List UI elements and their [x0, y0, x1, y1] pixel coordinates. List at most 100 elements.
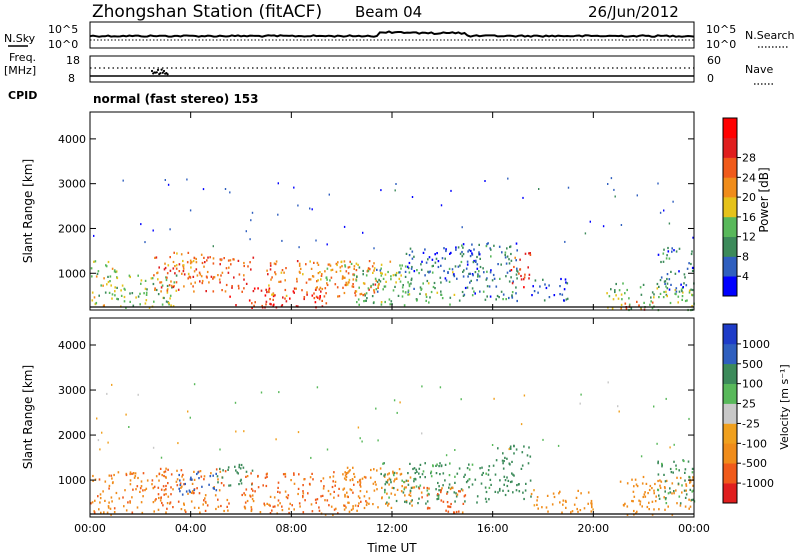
range-cell: [505, 275, 507, 278]
range-cell: [116, 286, 118, 289]
range-cell: [362, 282, 365, 285]
range-cell: [314, 288, 317, 291]
range-cell: [621, 298, 623, 301]
range-cell: [269, 298, 271, 301]
range-cell: [232, 258, 234, 261]
range-cell: [129, 483, 132, 486]
range-cell: [172, 506, 174, 509]
nave-tick-top: 60: [707, 54, 721, 67]
range-cell: [152, 446, 155, 449]
range-cell: [679, 504, 682, 507]
range-cell: [113, 507, 116, 510]
range-cell: [94, 302, 97, 306]
range-cell: [268, 287, 271, 290]
range-cell: [431, 271, 434, 274]
range-cell: [459, 264, 461, 267]
range-cell: [261, 304, 263, 308]
colorbar-tick-label: 100: [742, 378, 763, 391]
range-cell: [409, 491, 412, 494]
range-cell: [442, 472, 445, 475]
range-cell: [93, 234, 95, 237]
range-cell: [293, 482, 296, 485]
range-cell: [681, 295, 684, 298]
range-cell: [377, 506, 379, 509]
range-cell: [298, 473, 300, 476]
range-cell: [624, 292, 626, 295]
range-cell: [426, 494, 429, 497]
range-cell: [485, 278, 488, 281]
range-cell: [95, 301, 98, 305]
range-cell: [657, 462, 659, 465]
range-cell: [166, 507, 168, 510]
range-cell: [502, 462, 504, 465]
range-cell: [104, 480, 107, 483]
range-cell: [245, 488, 248, 491]
range-cell: [675, 250, 678, 253]
range-cell: [268, 290, 270, 294]
range-cell: [420, 491, 423, 494]
freq-panel: Freq. [MHz] 18 8 60 0 Nave: [4, 51, 774, 85]
range-cell: [377, 283, 380, 287]
range-cell: [352, 491, 354, 494]
range-cell: [163, 489, 166, 492]
range-cell: [279, 491, 281, 494]
range-cell: [668, 222, 671, 225]
range-cell: [345, 506, 347, 509]
range-cell: [345, 281, 347, 284]
range-cell: [691, 269, 694, 272]
range-cell: [692, 476, 694, 479]
noise-tick-right-bottom: 10^0: [706, 38, 736, 51]
range-cell: [186, 178, 188, 181]
range-cell: [118, 497, 121, 500]
range-cell: [437, 495, 440, 499]
range-cell: [471, 463, 474, 466]
range-cell: [359, 485, 362, 488]
range-cell: [410, 486, 413, 489]
range-cell: [462, 275, 465, 278]
range-cell: [215, 489, 218, 492]
range-cell: [245, 230, 247, 233]
range-cell: [290, 479, 292, 482]
range-cell: [347, 281, 350, 284]
range-cell: [180, 469, 183, 472]
range-cell: [523, 276, 526, 279]
range-cell: [421, 385, 423, 388]
range-cell: [678, 247, 681, 250]
range-cell: [657, 489, 660, 492]
range-cell: [93, 510, 95, 513]
range-cell: [373, 489, 376, 492]
range-cell: [565, 500, 567, 503]
range-cell: [388, 502, 390, 505]
range-cell: [589, 220, 591, 223]
range-cell: [684, 496, 687, 499]
range-cell: [151, 277, 154, 280]
range-cell: [185, 490, 188, 493]
range-cell: [313, 297, 316, 300]
range-cell: [257, 287, 259, 290]
range-cell: [361, 477, 364, 480]
range-cell: [449, 303, 451, 306]
range-cell: [313, 261, 315, 264]
range-cell: [320, 495, 322, 498]
range-cell: [675, 290, 678, 293]
range-cell: [516, 277, 518, 280]
range-cell: [144, 489, 146, 492]
range-cell: [357, 504, 359, 508]
colorbar-segment: [723, 177, 737, 198]
range-cell: [319, 296, 321, 299]
range-cell: [156, 272, 158, 275]
date-label: 26/Jun/2012: [588, 3, 679, 21]
range-cell: [553, 495, 556, 499]
range-cell: [319, 271, 321, 274]
range-cell: [103, 304, 105, 307]
range-cell: [493, 397, 495, 400]
range-cell: [140, 223, 142, 226]
range-cell: [409, 502, 411, 505]
range-cell: [297, 487, 300, 490]
range-cell: [224, 290, 227, 293]
range-cell: [201, 485, 203, 488]
range-cell: [350, 508, 353, 511]
range-cell: [544, 283, 546, 286]
range-cell: [165, 511, 167, 514]
